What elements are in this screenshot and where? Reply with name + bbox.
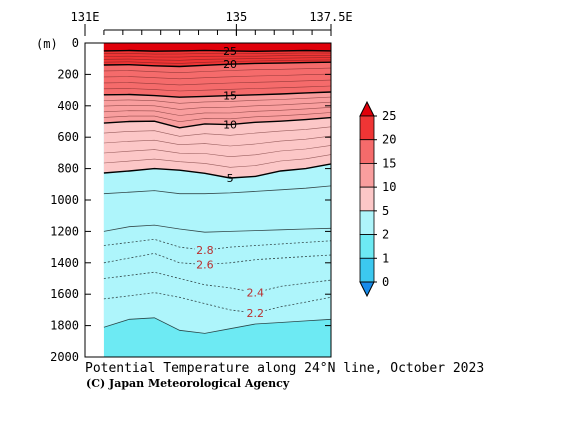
isotherm-minor bbox=[103, 73, 332, 80]
colorbar-bottom-arrow bbox=[359, 281, 375, 298]
colorbar-label: 10 bbox=[382, 180, 396, 194]
chart-title: Potential Temperature along 24°N line, O… bbox=[85, 361, 484, 376]
y-tick-label: 0 bbox=[72, 36, 79, 50]
isotherm-minor bbox=[103, 85, 332, 92]
contour-label: 2.6 bbox=[196, 258, 214, 271]
x-axis: 131E 135 137.5E bbox=[71, 10, 353, 36]
isotherm-minor bbox=[103, 101, 332, 110]
y-axis: 0 200 400 600 800 1000 1200 1400 1600 1800 2000 bbox=[50, 36, 331, 364]
y-tick-label: 1200 bbox=[50, 224, 79, 238]
y-tick-label: 2000 bbox=[50, 350, 79, 364]
isotherm-20 bbox=[103, 61, 332, 68]
isotherm-minor bbox=[103, 145, 332, 158]
y-tick-label: 1400 bbox=[50, 256, 79, 270]
y-tick-label: 1000 bbox=[50, 193, 79, 207]
contour-label: 10 bbox=[223, 119, 237, 132]
isotherm-minor bbox=[103, 135, 332, 147]
x-tick-label: 131E bbox=[71, 10, 100, 24]
colorbar-label: 0 bbox=[382, 275, 389, 289]
isotherm-minor bbox=[103, 154, 332, 168]
x-tick-label: 135 bbox=[226, 10, 248, 24]
colorbar-label: 25 bbox=[382, 109, 396, 123]
isotherm-minor bbox=[103, 52, 332, 55]
isotherm-minor bbox=[103, 59, 332, 64]
contour-label: 2.2 bbox=[247, 307, 265, 320]
contour-label-bg bbox=[194, 257, 215, 271]
colorbar-swatch bbox=[359, 234, 375, 259]
contour-label: 15 bbox=[223, 90, 237, 103]
contour-label-bg bbox=[245, 306, 266, 320]
credit-text: (C) Japan Meteorological Agency bbox=[86, 377, 290, 390]
colorbar-label: 15 bbox=[382, 156, 396, 170]
band-25-plus bbox=[103, 43, 332, 52]
isotherm-minor bbox=[103, 79, 332, 86]
isotherm-minor bbox=[103, 55, 331, 58]
isotherm-25 bbox=[103, 49, 332, 53]
contour-label: 5 bbox=[227, 172, 234, 185]
contour-label: 2.4 bbox=[247, 287, 265, 300]
colorbar-swatch bbox=[359, 115, 375, 141]
contour-label: 2.8 bbox=[196, 244, 214, 257]
contour-label-bg bbox=[194, 243, 215, 257]
isotherm-15 bbox=[103, 91, 332, 98]
x-tick-label: 137.5E bbox=[309, 10, 352, 24]
isotherm-2-4 bbox=[103, 271, 332, 294]
isotherm-2 bbox=[103, 317, 332, 334]
contour-label-bg bbox=[245, 285, 266, 299]
colorbar-label: 1 bbox=[382, 251, 389, 265]
y-tick-label: 1600 bbox=[50, 287, 79, 301]
isotherm-minor bbox=[103, 107, 332, 116]
y-tick-label: 1800 bbox=[50, 319, 79, 333]
contour-label: 25 bbox=[223, 45, 237, 58]
y-tick-label: 800 bbox=[57, 162, 79, 176]
isotherm-3 bbox=[103, 224, 332, 233]
colorbar-label: 5 bbox=[382, 204, 389, 218]
colorbar-swatch bbox=[359, 210, 375, 235]
isotherm-minor bbox=[103, 57, 332, 61]
y-unit-label: (m) bbox=[36, 37, 58, 51]
colorbar-label: 2 bbox=[382, 228, 389, 242]
isotherm-5 bbox=[103, 163, 332, 179]
y-tick-label: 600 bbox=[57, 130, 79, 144]
y-tick-label: 200 bbox=[57, 67, 79, 81]
colorbar-swatch bbox=[359, 139, 375, 164]
isotherm-minor bbox=[103, 112, 332, 123]
isotherm-minor bbox=[103, 67, 332, 74]
isotherm-10 bbox=[103, 116, 332, 129]
isotherm-2-2 bbox=[103, 292, 332, 314]
colorbar-swatch bbox=[359, 186, 375, 212]
isotherm-2-6 bbox=[103, 252, 332, 265]
colorbar-swatch bbox=[359, 257, 375, 283]
isotherm-minor bbox=[103, 126, 332, 137]
colorbar-swatch bbox=[359, 163, 375, 188]
colorbar-top-arrow bbox=[359, 100, 375, 117]
isotherm-minor bbox=[103, 96, 332, 104]
temperature-bands bbox=[103, 43, 332, 357]
y-tick-label: 400 bbox=[57, 99, 79, 113]
isotherm-4 bbox=[103, 185, 332, 195]
colorbar-label: 20 bbox=[382, 133, 396, 147]
contour-label: 20 bbox=[223, 58, 237, 71]
